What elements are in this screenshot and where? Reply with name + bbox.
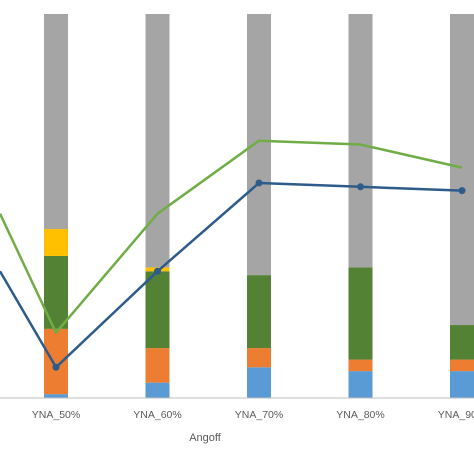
bar-stack-group bbox=[44, 14, 474, 398]
line-marker-0-4 bbox=[458, 187, 466, 195]
bar-segment-2-0 bbox=[44, 255, 68, 329]
bar-segment-0-1 bbox=[145, 382, 170, 398]
bar-segment-4-0 bbox=[44, 14, 68, 230]
bar-segment-2-3 bbox=[348, 267, 373, 360]
bar-segment-4-1 bbox=[145, 14, 170, 268]
line-series-1 bbox=[0, 139, 463, 334]
x-tick-labels: YNA_50% YNA_60% YNA_70% YNA_80% YNA_90% bbox=[32, 409, 474, 421]
bar-segment-3-0 bbox=[44, 229, 68, 256]
x-tick-label-4: YNA_90% bbox=[438, 409, 474, 421]
bar-segment-1-3 bbox=[348, 359, 373, 372]
x-tick-label-3: YNA_80% bbox=[336, 409, 384, 421]
bar-segment-1-4 bbox=[450, 359, 474, 372]
x-tick-label-1: YNA_60% bbox=[133, 409, 181, 421]
bar-segment-4-4 bbox=[450, 14, 474, 326]
bar-segment-0-4 bbox=[450, 371, 474, 398]
bar-segment-2-2 bbox=[247, 275, 271, 349]
line-marker-0-3 bbox=[357, 183, 364, 191]
bar-segment-4-3 bbox=[348, 14, 373, 268]
line-series-group bbox=[0, 139, 466, 371]
bar-segment-1-0 bbox=[44, 328, 68, 395]
x-axis-title: Angoff bbox=[189, 432, 222, 444]
bar-segment-1-1 bbox=[145, 348, 170, 383]
line-marker-0-2 bbox=[255, 179, 263, 187]
line-series-0 bbox=[0, 181, 463, 369]
bar-segment-0-2 bbox=[247, 367, 271, 398]
bar-segment-2-4 bbox=[450, 325, 474, 360]
line-marker-0-0 bbox=[52, 363, 60, 371]
bar-segment-2-1 bbox=[145, 271, 170, 349]
x-tick-label-2: YNA_70% bbox=[235, 409, 283, 421]
x-tick-label-0: YNA_50% bbox=[32, 409, 80, 421]
bar-segment-1-2 bbox=[247, 348, 271, 368]
bar-segment-4-2 bbox=[247, 14, 271, 276]
line-marker-0-1 bbox=[154, 267, 161, 275]
bar-segment-0-0 bbox=[44, 394, 68, 398]
bar-segment-0-3 bbox=[348, 371, 373, 398]
